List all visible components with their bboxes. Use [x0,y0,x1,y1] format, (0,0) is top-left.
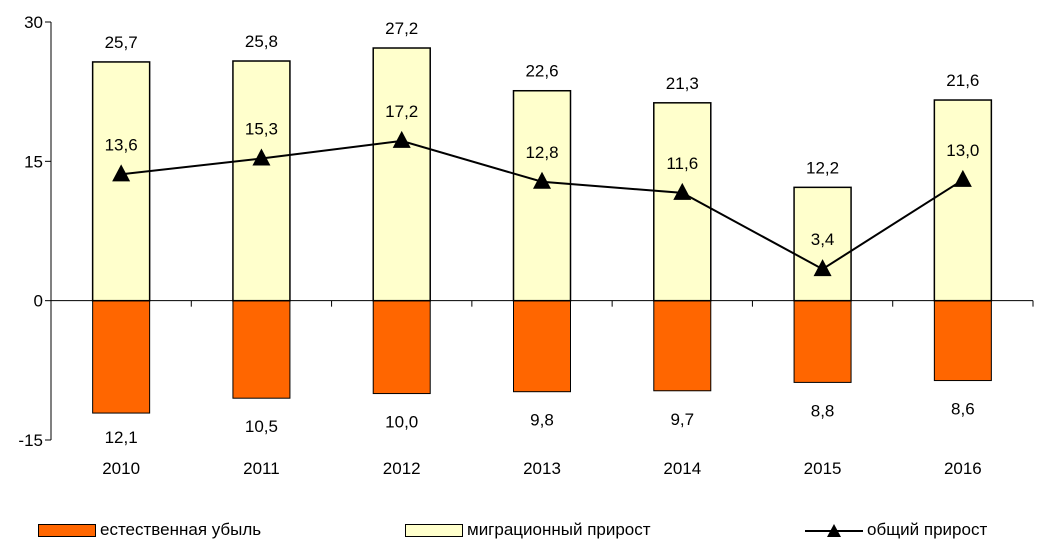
data-label-natural-decline: 12,1 [105,428,138,447]
legend-label-total-growth: общий прирост [867,520,988,539]
bar-natural-decline [92,300,151,414]
data-label-total-growth: 12,8 [525,143,558,162]
y-tick-label: 30 [24,13,43,32]
legend-item-natural-decline: естественная убыль [38,520,261,540]
marker-total-growth [252,148,271,166]
bar-natural-decline [653,300,712,392]
y-tick-label: 15 [24,152,43,171]
legend-item-migration-growth: миграционный прирост [405,520,651,540]
marker-total-growth [112,164,131,182]
bar-natural-decline [372,300,431,395]
bar-migration-growth [793,186,852,302]
bar-natural-decline [933,300,992,382]
bar-migration-growth [933,99,993,302]
legend-line-icon [805,524,863,537]
data-label-natural-decline: 9,7 [670,410,694,429]
bar-migration-growth [232,60,291,302]
data-label-total-growth: 3,4 [811,230,835,249]
x-tick-label: 2014 [663,459,701,478]
chart: -15 0 15 30 2010 2011 2012 2013 2014 2015 2016 25,7… [18,13,1034,478]
x-tick-label: 2010 [102,459,140,478]
data-label-migration-growth: 22,6 [525,62,558,81]
legend-item-total-growth: общий прирост [805,520,987,540]
data-label-natural-decline: 8,8 [811,401,835,420]
marker-total-growth [533,171,551,189]
data-label-migration-growth: 25,7 [105,33,138,52]
bar-natural-decline [232,300,291,399]
bar-migration-growth [372,47,431,302]
marker-total-growth [813,259,832,277]
data-label-total-growth: 15,3 [245,120,278,139]
x-tick-label: 2012 [383,459,421,478]
data-label-total-growth: 17,2 [385,102,418,121]
x-tick-label: 2015 [804,459,842,478]
data-label-total-growth: 13,0 [946,141,979,160]
x-tick-label: 2013 [523,459,561,478]
data-label-migration-growth: 12,2 [806,158,839,177]
marker-total-growth [392,130,411,148]
x-tick-label: 2011 [243,459,280,478]
bar-natural-decline [513,300,571,393]
data-label-migration-growth: 25,8 [245,32,278,51]
bar-migration-growth [653,102,712,302]
bar-migration-growth [512,89,572,302]
marker-total-growth [953,169,972,187]
x-tick-label: 2016 [944,459,982,478]
data-label-migration-growth: 21,6 [946,71,979,90]
data-label-total-growth: 11,6 [666,154,698,173]
legend-label-migration-growth: миграционный прирост [467,520,651,539]
data-label-natural-decline: 10,5 [245,417,278,436]
data-label-migration-growth: 21,3 [666,74,699,93]
data-label-migration-growth: 27,2 [385,19,418,38]
data-label-natural-decline: 10,0 [385,413,418,432]
y-tick-label: 0 [34,292,43,311]
marker-total-growth [673,182,692,200]
data-label-total-growth: 13,6 [105,135,138,154]
data-label-natural-decline: 9,8 [530,411,554,430]
legend-swatch-migration-growth [405,523,463,537]
y-tick-label: -15 [18,431,43,450]
legend-label-natural-decline: естественная убыль [100,520,262,539]
data-label-natural-decline: 8,6 [951,400,975,419]
legend-swatch-total-growth [805,523,863,537]
legend-swatch-natural-decline [38,523,96,537]
bar-natural-decline [793,300,852,383]
